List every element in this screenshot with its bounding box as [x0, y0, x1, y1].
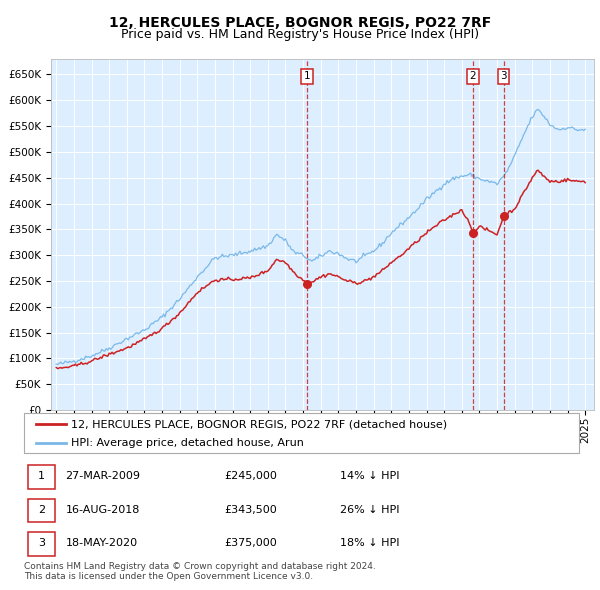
Text: 26% ↓ HPI: 26% ↓ HPI — [340, 505, 400, 515]
Text: 12, HERCULES PLACE, BOGNOR REGIS, PO22 7RF: 12, HERCULES PLACE, BOGNOR REGIS, PO22 7… — [109, 16, 491, 30]
Text: 3: 3 — [38, 538, 45, 548]
Text: 18% ↓ HPI: 18% ↓ HPI — [340, 538, 400, 548]
Text: 3: 3 — [500, 71, 507, 81]
Text: 1: 1 — [38, 471, 45, 481]
FancyBboxPatch shape — [24, 413, 579, 453]
Text: 18-MAY-2020: 18-MAY-2020 — [65, 538, 138, 548]
Text: HPI: Average price, detached house, Arun: HPI: Average price, detached house, Arun — [71, 438, 304, 448]
Text: 27-MAR-2009: 27-MAR-2009 — [65, 471, 140, 481]
Text: 1: 1 — [304, 71, 310, 81]
Text: £245,000: £245,000 — [224, 471, 277, 481]
FancyBboxPatch shape — [28, 499, 55, 522]
Text: 12, HERCULES PLACE, BOGNOR REGIS, PO22 7RF (detached house): 12, HERCULES PLACE, BOGNOR REGIS, PO22 7… — [71, 419, 448, 430]
Text: 14% ↓ HPI: 14% ↓ HPI — [340, 471, 400, 481]
Text: £343,500: £343,500 — [224, 505, 277, 515]
Text: 16-AUG-2018: 16-AUG-2018 — [65, 505, 140, 515]
Text: £375,000: £375,000 — [224, 538, 277, 548]
FancyBboxPatch shape — [28, 465, 55, 489]
Text: Contains HM Land Registry data © Crown copyright and database right 2024.
This d: Contains HM Land Registry data © Crown c… — [24, 562, 376, 581]
Text: Price paid vs. HM Land Registry's House Price Index (HPI): Price paid vs. HM Land Registry's House … — [121, 28, 479, 41]
FancyBboxPatch shape — [28, 532, 55, 556]
Text: 2: 2 — [469, 71, 476, 81]
Text: 2: 2 — [38, 505, 46, 515]
